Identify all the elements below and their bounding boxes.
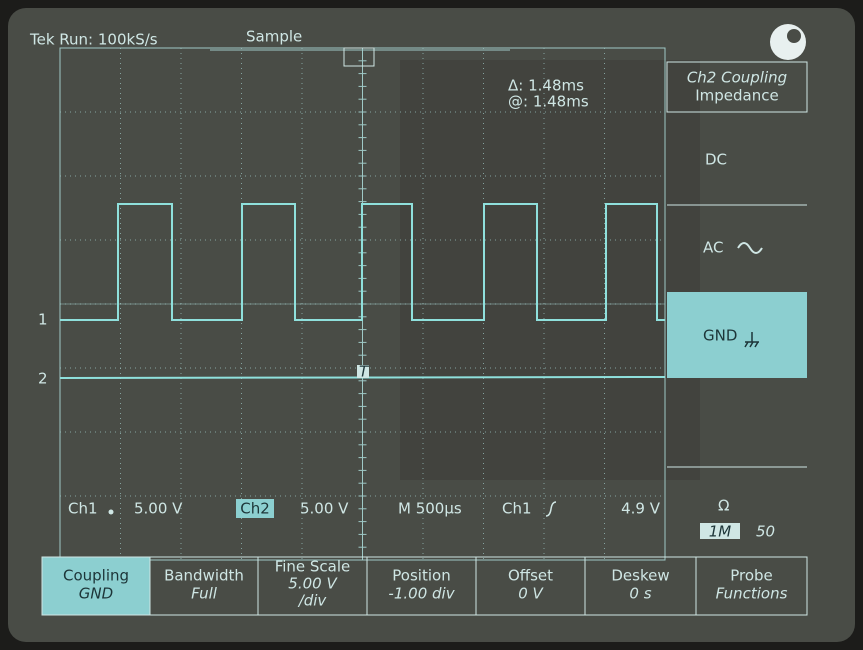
option-ac[interactable]: AC: [703, 239, 723, 257]
reflection: [400, 60, 700, 480]
menu-label[interactable]: Bandwidth: [164, 567, 244, 585]
side-title: Ch2 Coupling: [687, 69, 787, 87]
ch1-marker: 1: [38, 311, 48, 329]
timebase: M 500µs: [398, 500, 462, 518]
impedance-50[interactable]: 50: [756, 523, 775, 541]
menu-label[interactable]: Fine Scale: [275, 558, 351, 576]
ch2-scale: 5.00 V: [300, 500, 349, 518]
acq-mode: Sample: [246, 28, 302, 46]
ch1-label: Ch1: [68, 500, 98, 518]
option-dc[interactable]: DC: [705, 151, 727, 169]
menu-value[interactable]: /div: [297, 592, 328, 610]
menu-label[interactable]: Coupling: [63, 567, 129, 585]
side-subtitle: Impedance: [695, 87, 778, 105]
menu-label[interactable]: Probe: [730, 567, 773, 585]
trigger-source: Ch1: [502, 500, 532, 518]
trigger-level: 4.9 V: [621, 500, 661, 518]
menu-label[interactable]: Deskew: [611, 567, 669, 585]
ch1-scale: 5.00 V: [134, 500, 183, 518]
status: Tek Run: 100kS/s: [29, 31, 158, 49]
impedance-1m[interactable]: 1M: [709, 523, 732, 541]
menu-value[interactable]: GND: [79, 585, 113, 603]
option-gnd[interactable]: GND: [703, 327, 737, 345]
menu-value[interactable]: Functions: [716, 585, 788, 603]
ch1-dot: [109, 510, 114, 515]
page: Tek Run: 100kS/s Sample Δ: 1.48ms @: 1.4…: [0, 0, 863, 650]
ch2-label: Ch2: [240, 500, 270, 518]
menu-value[interactable]: Full: [191, 585, 218, 603]
menu-value[interactable]: 0 V: [518, 585, 544, 603]
cursor-at: @: 1.48ms: [508, 93, 589, 111]
ch2-marker: 2: [38, 370, 48, 388]
logo-inner: [787, 29, 801, 43]
menu-value[interactable]: 5.00 V: [288, 575, 338, 593]
oscilloscope-screen: Tek Run: 100kS/s Sample Δ: 1.48ms @: 1.4…: [0, 0, 863, 650]
menu-label[interactable]: Position: [392, 567, 450, 585]
logo: [770, 24, 806, 60]
menu-label[interactable]: Offset: [508, 567, 553, 585]
impedance-symbol: Ω: [718, 497, 729, 515]
menu-value[interactable]: 0 s: [629, 585, 651, 603]
menu-value[interactable]: -1.00 div: [388, 585, 455, 603]
